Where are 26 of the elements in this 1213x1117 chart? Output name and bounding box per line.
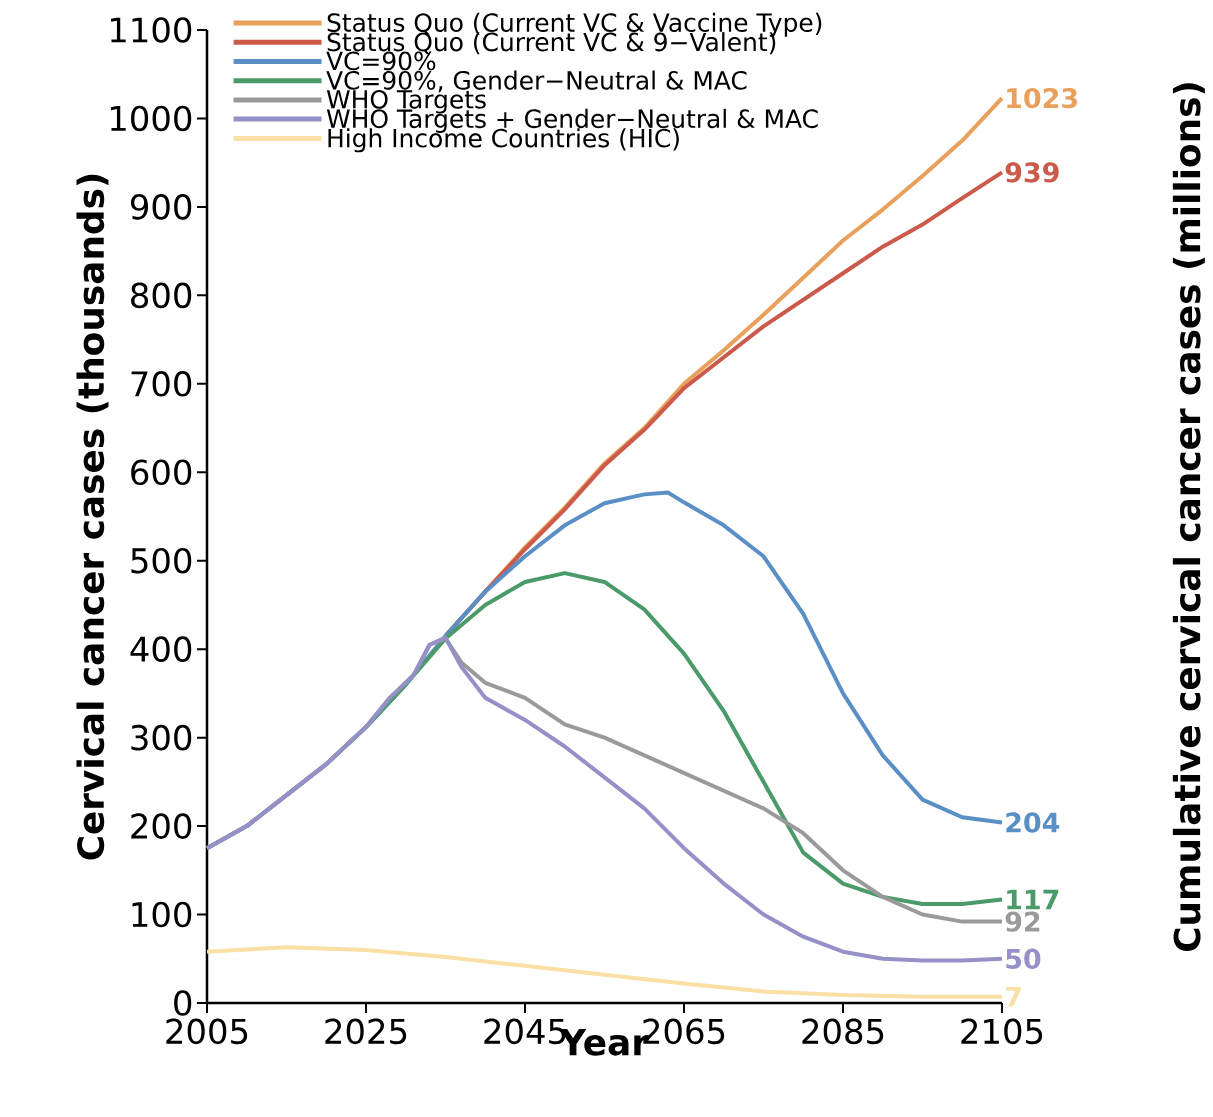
data-label: 7 (1006, 987, 1021, 1007)
data-label: 1023 (1007, 87, 1077, 109)
x-tick-label: 2085 (802, 1018, 884, 1045)
x-tick-label: 2025 (325, 1018, 407, 1045)
y-tick-label: 100 (132, 901, 192, 928)
data-label: 117 (1007, 889, 1059, 910)
x-tick-label: 2005 (166, 1018, 248, 1045)
y-axis-title: Cervical cancer cases (thousands) (76, 174, 109, 860)
y-tick-label: 400 (130, 636, 192, 662)
data-label: 50 (1006, 948, 1041, 969)
line-series (205, 945, 1005, 999)
y-tick-label: 1000 (110, 105, 192, 132)
data-label: 204 (1006, 812, 1060, 833)
y-tick-label: 700 (131, 371, 192, 397)
y-tick-label: 500 (131, 547, 192, 574)
y-tick-label: 600 (131, 459, 192, 486)
y2-axis-title: Cumulative cervical cancer cases (millions) (1172, 83, 1205, 952)
x-tick-label: 2105 (961, 1018, 1043, 1045)
y-tick-label: 800 (131, 282, 192, 309)
y-tick-label: 0 (174, 990, 192, 1016)
y-tick-label: 200 (131, 813, 192, 839)
y-tick-label: 300 (131, 724, 192, 751)
data-label: 92 (1005, 911, 1040, 932)
y-tick-label: 900 (130, 194, 192, 220)
y-tick-label: 1100 (110, 17, 192, 43)
data-label: 939 (1005, 162, 1059, 183)
